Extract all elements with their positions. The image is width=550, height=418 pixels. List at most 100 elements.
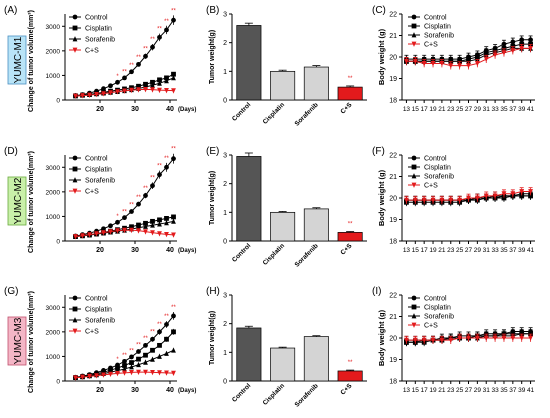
data-point xyxy=(430,197,436,204)
y-tick-label: 21 xyxy=(389,314,397,321)
significance-marker: ** xyxy=(348,360,353,366)
data-point xyxy=(115,89,120,95)
legend-label: C+S xyxy=(85,329,99,336)
y-tick-label: 3 xyxy=(223,12,227,19)
panel-label: (E) xyxy=(206,146,219,157)
data-point xyxy=(164,231,169,238)
legend-label: C+S xyxy=(424,183,438,190)
legend-label: Control xyxy=(85,15,108,22)
x-unit-label: (Days) xyxy=(178,107,196,113)
data-point xyxy=(143,53,148,59)
x-tick-label: 29 xyxy=(474,247,482,254)
significance-marker: ** xyxy=(348,76,353,82)
bar-control xyxy=(236,327,262,382)
x-tick-label: 31 xyxy=(483,106,491,113)
data-point xyxy=(143,87,148,93)
data-point xyxy=(101,91,106,97)
data-point xyxy=(421,337,427,344)
data-point xyxy=(87,92,92,98)
data-point xyxy=(483,335,489,341)
bar-sorafenib xyxy=(303,66,329,101)
y-axis-label: Tumor weight(g) xyxy=(209,171,216,225)
x-tick-label: 15 xyxy=(412,106,420,113)
significance-marker: ** xyxy=(143,336,148,342)
data-point xyxy=(94,231,99,237)
y-tick-label: 22 xyxy=(389,293,397,300)
legend-marker xyxy=(72,155,78,161)
data-point xyxy=(164,215,169,221)
data-point xyxy=(171,313,176,319)
x-tick-label: 25 xyxy=(456,106,464,113)
y-tick-label: 18 xyxy=(389,379,397,386)
significance-marker: ** xyxy=(136,195,141,201)
x-tick-label: 41 xyxy=(527,387,535,394)
x-tick-label: 23 xyxy=(447,106,455,113)
data-point xyxy=(143,352,148,358)
y-tick-label: 21 xyxy=(389,33,397,40)
tumor-weight-chart: 0 1 2 3 Tumor weight(g) Control Cisplatin Soraf… xyxy=(209,12,367,128)
data-point xyxy=(448,58,454,64)
x-tick-label: Sorafenib xyxy=(294,101,320,127)
tumor-growth-chart: 0 1000 2000 3000 20 30 40 (Days) Change of tumor… xyxy=(28,8,196,113)
data-point xyxy=(157,217,162,223)
x-tick-label: 33 xyxy=(491,106,499,113)
model-tag: YUMC-M1 xyxy=(7,35,27,85)
data-point xyxy=(150,336,155,342)
bar-sorafenib xyxy=(303,336,329,382)
x-tick-label: Control xyxy=(231,382,252,403)
data-point xyxy=(171,214,176,220)
data-point xyxy=(412,337,418,344)
bar-cpluss xyxy=(337,86,363,101)
data-point xyxy=(510,48,516,54)
data-point xyxy=(115,219,120,225)
data-point xyxy=(115,370,120,377)
x-tick-label: 17 xyxy=(421,247,429,254)
legend-marker xyxy=(411,164,417,170)
data-point xyxy=(157,172,162,178)
data-point xyxy=(122,370,127,376)
x-tick-label: 35 xyxy=(500,247,508,254)
data-point xyxy=(122,363,127,368)
data-point xyxy=(143,220,148,226)
legend-label: Control xyxy=(424,156,447,163)
data-point xyxy=(136,356,141,362)
y-tick-label: 3000 xyxy=(46,305,61,312)
significance-marker: * xyxy=(116,357,119,363)
x-tick-label: 29 xyxy=(474,106,482,113)
significance-marker: ** xyxy=(129,348,134,354)
significance-marker: ** xyxy=(129,203,134,209)
data-point xyxy=(122,227,127,234)
data-point xyxy=(474,56,480,62)
x-tick-label: Sorafenib xyxy=(294,242,320,268)
data-point xyxy=(73,375,78,381)
data-point xyxy=(510,39,516,45)
data-point xyxy=(528,189,533,195)
data-point xyxy=(122,88,127,94)
data-point xyxy=(519,41,525,47)
data-point xyxy=(430,61,436,67)
data-point xyxy=(87,232,92,238)
data-point xyxy=(136,361,141,368)
x-tick-label: 19 xyxy=(429,247,437,254)
data-point xyxy=(164,88,169,94)
data-point xyxy=(150,347,155,353)
y-tick-label: 18 xyxy=(389,239,397,246)
data-point xyxy=(80,374,85,380)
x-tick-label: 15 xyxy=(412,387,420,394)
panel-label: (G) xyxy=(4,286,18,297)
x-tick-label: 37 xyxy=(509,106,517,113)
legend-label: C+S xyxy=(85,48,99,55)
panel-label: (D) xyxy=(4,146,18,157)
data-point xyxy=(150,82,155,88)
x-tick-label: 35 xyxy=(500,387,508,394)
data-point xyxy=(136,349,141,354)
legend-marker xyxy=(411,182,417,188)
x-tick-label: 37 xyxy=(509,247,517,254)
significance-marker: * xyxy=(116,74,119,80)
y-tick-label: 21 xyxy=(389,174,397,181)
data-point xyxy=(129,209,134,214)
data-point xyxy=(80,93,85,99)
tumor-weight-chart: 0 1 2 3 Tumor weight(g) Control Cisplatin Soraf… xyxy=(209,153,367,269)
panel-label: (I) xyxy=(372,286,381,297)
data-point xyxy=(129,227,134,234)
